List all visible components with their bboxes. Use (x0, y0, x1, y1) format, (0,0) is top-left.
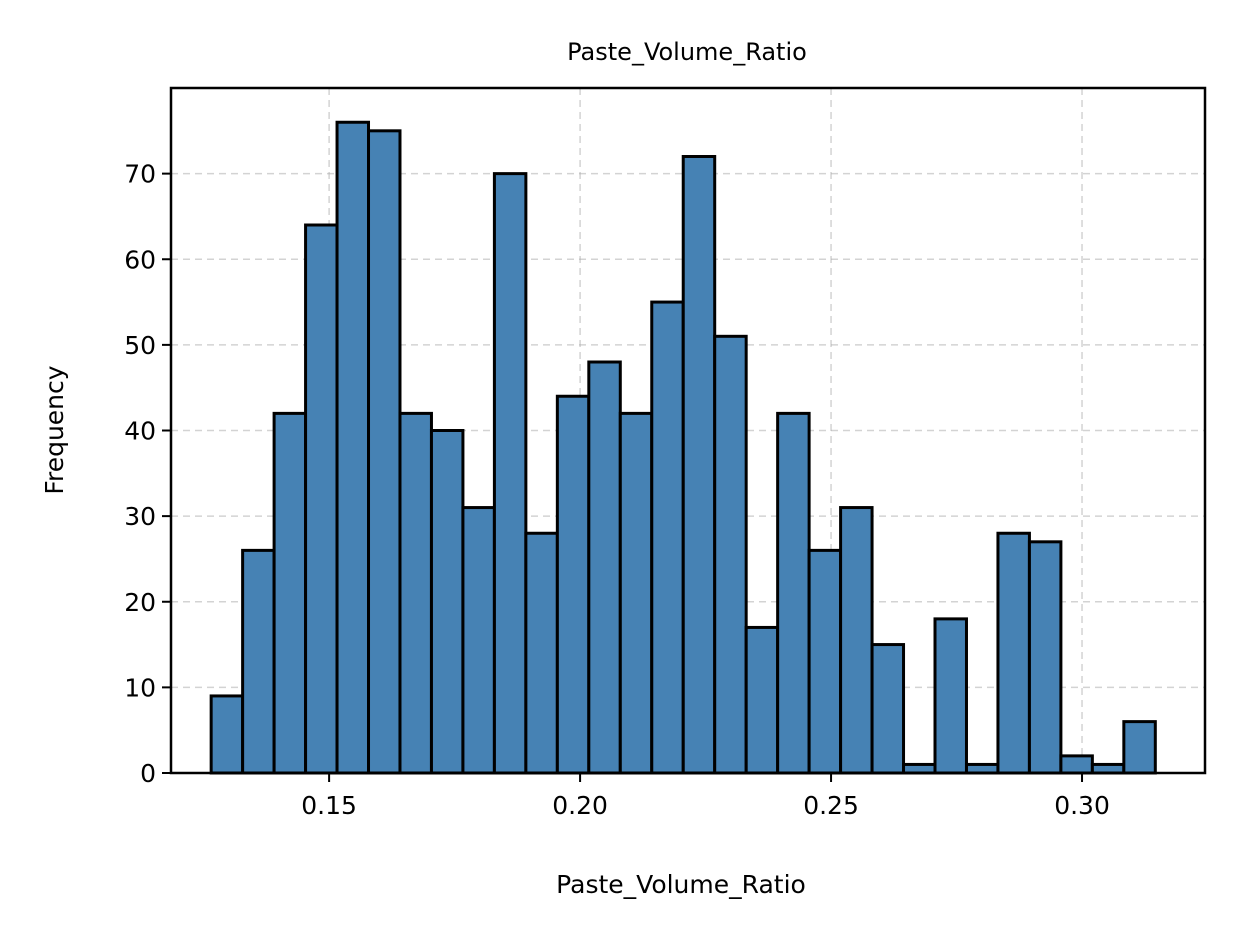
histogram-bar (304, 223, 339, 775)
x-tick-label: 0.20 (552, 791, 608, 820)
y-tick-label: 60 (124, 245, 156, 274)
histogram-bar (870, 643, 906, 775)
histogram-bar (744, 625, 780, 775)
y-axis-ticks: 0 10 20 30 40 50 60 70 (124, 160, 171, 788)
histogram-bar (1090, 762, 1126, 775)
histogram-bar (1027, 540, 1063, 775)
histogram-bar (461, 506, 496, 775)
y-tick-label: 70 (124, 160, 156, 189)
histogram-bar (241, 548, 276, 775)
histogram-bar (398, 411, 433, 775)
y-tick-label: 0 (140, 759, 156, 788)
x-tick-label: 0.30 (1054, 791, 1110, 820)
histogram-bar (1059, 754, 1094, 775)
histogram-bar (429, 429, 465, 775)
x-tick-label: 0.15 (301, 791, 357, 820)
histogram-bar (996, 531, 1031, 775)
histogram-bar (209, 694, 245, 775)
y-tick-label: 50 (124, 331, 156, 360)
chart-title: Paste_Volume_Ratio (567, 38, 807, 66)
histogram-bar (272, 411, 308, 775)
histogram-bar (524, 531, 559, 775)
histogram-bar (964, 762, 1000, 775)
x-axis-ticks: 0.15 0.20 0.25 0.30 (301, 773, 1110, 820)
y-tick-label: 10 (124, 673, 156, 702)
bars (209, 120, 1157, 775)
histogram-bar (839, 506, 874, 775)
x-tick-label: 0.25 (803, 791, 859, 820)
histogram-bar (1122, 720, 1157, 775)
histogram-bar (807, 548, 843, 775)
histogram-bar (902, 762, 937, 775)
x-axis-label: Paste_Volume_Ratio (556, 870, 806, 899)
histogram-bar (650, 300, 685, 775)
histogram-bar (618, 411, 654, 775)
histogram-bar (713, 334, 748, 775)
y-tick-label: 30 (124, 502, 156, 531)
y-tick-label: 20 (124, 588, 156, 617)
histogram-bar (492, 172, 528, 775)
histogram-bar (367, 129, 402, 775)
histogram-bar (335, 120, 371, 775)
y-tick-label: 40 (124, 417, 156, 446)
histogram-bar (587, 360, 622, 775)
histogram-bar (933, 617, 968, 775)
histogram-bar (776, 411, 811, 775)
y-axis-label: Frequency (40, 365, 69, 494)
histogram-bar (681, 155, 717, 775)
histogram-bar (555, 394, 591, 775)
